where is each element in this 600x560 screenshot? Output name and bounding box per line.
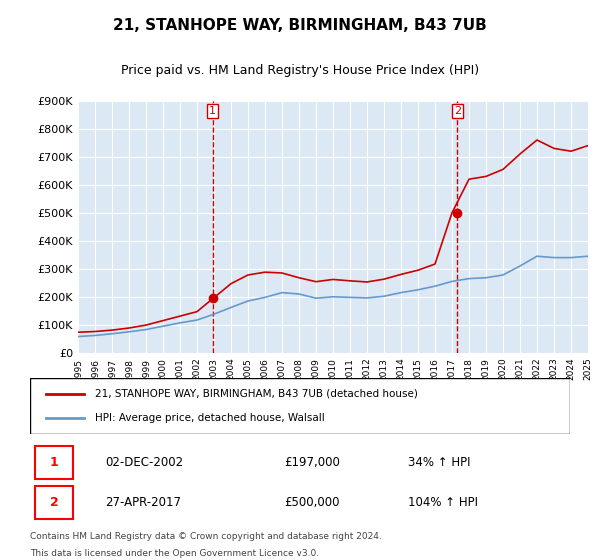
FancyBboxPatch shape	[30, 378, 570, 434]
Text: £500,000: £500,000	[284, 497, 340, 510]
Text: 27-APR-2017: 27-APR-2017	[106, 497, 182, 510]
Text: 02-DEC-2002: 02-DEC-2002	[106, 456, 184, 469]
Text: Price paid vs. HM Land Registry's House Price Index (HPI): Price paid vs. HM Land Registry's House …	[121, 64, 479, 77]
Text: 2: 2	[50, 497, 59, 510]
Text: This data is licensed under the Open Government Licence v3.0.: This data is licensed under the Open Gov…	[30, 549, 319, 558]
Text: 2: 2	[454, 106, 461, 116]
Text: 104% ↑ HPI: 104% ↑ HPI	[408, 497, 478, 510]
FancyBboxPatch shape	[35, 446, 73, 479]
Text: £197,000: £197,000	[284, 456, 340, 469]
Text: 21, STANHOPE WAY, BIRMINGHAM, B43 7UB (detached house): 21, STANHOPE WAY, BIRMINGHAM, B43 7UB (d…	[95, 389, 418, 399]
Text: 1: 1	[50, 456, 59, 469]
Text: 21, STANHOPE WAY, BIRMINGHAM, B43 7UB: 21, STANHOPE WAY, BIRMINGHAM, B43 7UB	[113, 18, 487, 32]
FancyBboxPatch shape	[35, 487, 73, 520]
Text: HPI: Average price, detached house, Walsall: HPI: Average price, detached house, Wals…	[95, 413, 325, 423]
Text: 34% ↑ HPI: 34% ↑ HPI	[408, 456, 470, 469]
Text: 1: 1	[209, 106, 216, 116]
Text: Contains HM Land Registry data © Crown copyright and database right 2024.: Contains HM Land Registry data © Crown c…	[30, 532, 382, 541]
